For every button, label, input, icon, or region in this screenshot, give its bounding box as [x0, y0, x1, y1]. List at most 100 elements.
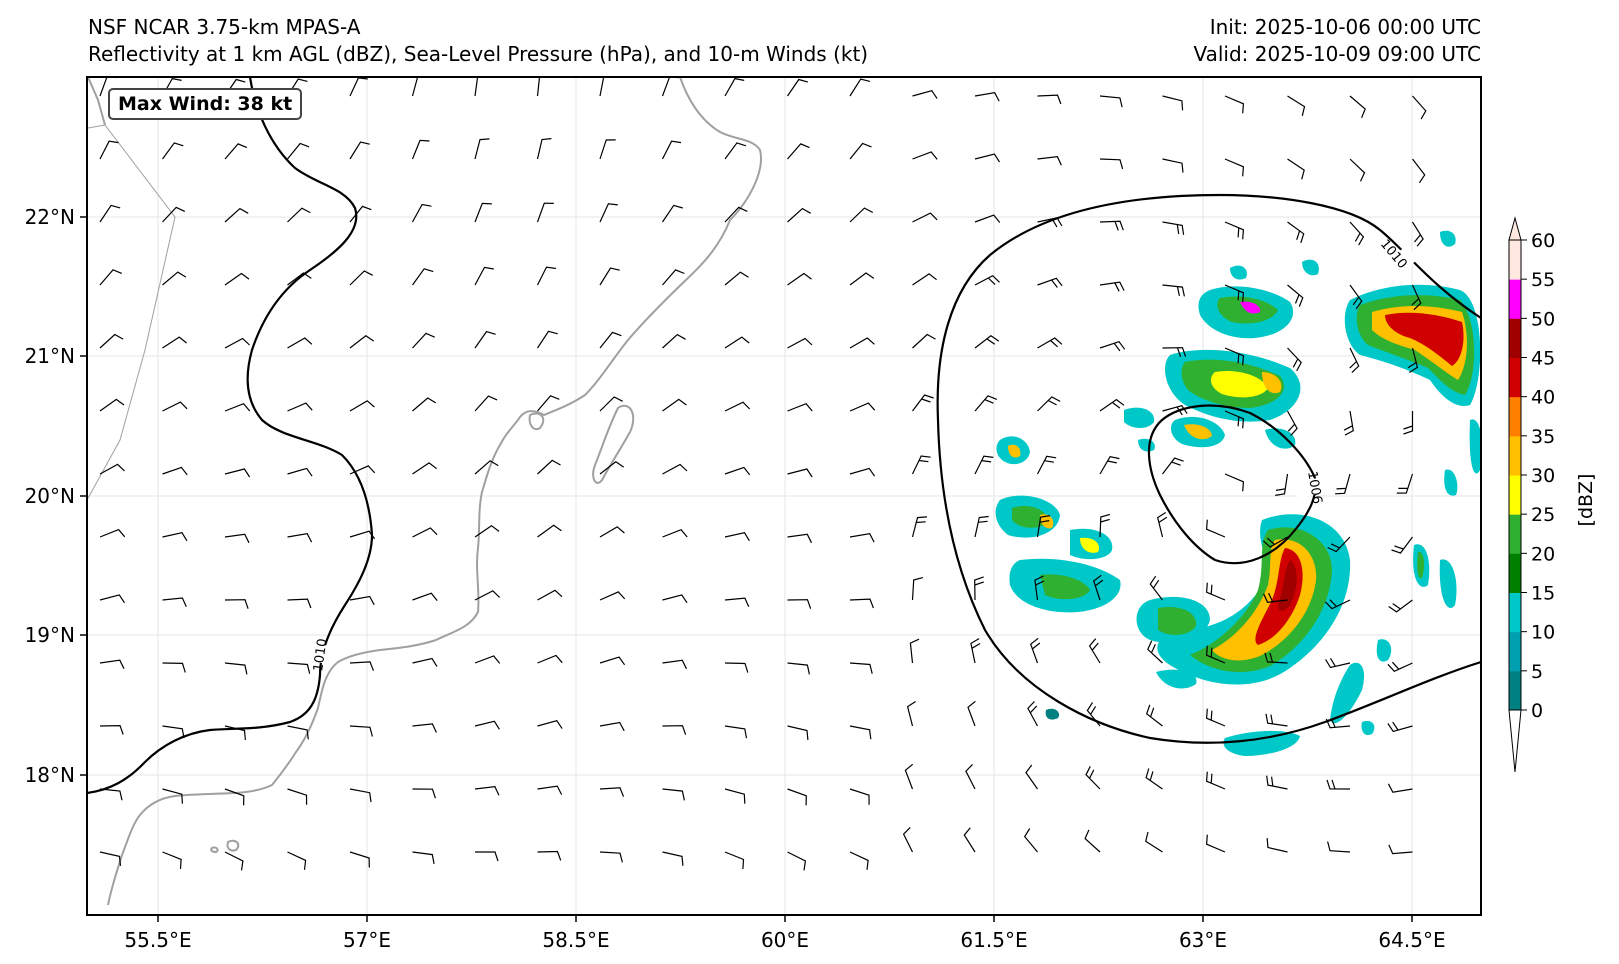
wind-barb [724, 142, 747, 160]
valid-time: Valid: 2025-10-09 09:00 UTC [1193, 42, 1481, 66]
wind-barb [599, 461, 625, 475]
colorbar-tick-label: 0 [1531, 700, 1543, 722]
wind-barb [224, 337, 250, 349]
wind-barb [474, 655, 501, 664]
wind-barb [912, 212, 938, 223]
wind-barb [224, 272, 250, 286]
wind-barb [1162, 347, 1187, 357]
lon-tick-label: 58.5°E [542, 928, 609, 952]
wind-barb [1037, 94, 1062, 105]
wind-barb [974, 92, 1000, 102]
wind-barb [99, 788, 123, 801]
wind-barb [787, 272, 812, 286]
title-line-2: Reflectivity at 1 km AGL (dBZ), Sea-Leve… [88, 42, 869, 66]
max-wind-badge: Max Wind: 38 kt [108, 88, 303, 120]
wind-barb [1084, 829, 1101, 853]
colorbar-extend-top [1508, 216, 1522, 241]
wind-barb [1029, 637, 1041, 664]
wind-barb [162, 271, 187, 286]
wind-barb [287, 402, 313, 412]
colorbar-segment [1509, 240, 1521, 280]
wind-barb [1407, 347, 1419, 374]
border-line [87, 124, 176, 501]
wind-barb [911, 577, 924, 601]
wind-barb [662, 725, 687, 735]
wind-barb [224, 788, 245, 806]
wind-barb [537, 785, 563, 795]
wind-barb [1224, 347, 1245, 366]
wind-barb [849, 598, 874, 609]
wind-barb [974, 335, 1000, 349]
wind-barb [1205, 834, 1226, 853]
wind-barb [474, 266, 494, 286]
wind-barb [349, 270, 373, 286]
wind-barb [787, 468, 813, 478]
wind-barb [224, 533, 250, 544]
wind-barb [1099, 398, 1125, 412]
wind-barb [1388, 844, 1413, 855]
wind-barb [99, 398, 125, 412]
time-info: Init: 2025-10-06 00:00 UTC Valid: 2025-1… [1193, 14, 1481, 68]
wind-barb [287, 851, 307, 870]
wind-barb [412, 332, 435, 349]
wind-barb [1349, 221, 1365, 246]
wind-barb [536, 77, 541, 97]
wind-barb [970, 638, 981, 664]
wind-barb [724, 271, 749, 286]
wind-barb [162, 788, 183, 804]
colorbar: 0 5 10 15 20 25 30 35 40 45 50 55 60 [dBZ] [1508, 216, 1597, 773]
wind-barb [162, 532, 188, 542]
wind-barb [599, 396, 623, 412]
wind-barb [349, 141, 370, 160]
wind-barb [349, 400, 375, 412]
wind-barb [287, 272, 312, 286]
wind-barb [974, 274, 1000, 286]
wind-barb [411, 139, 430, 160]
reflectivity-field [995, 230, 1481, 756]
wind-barb [162, 851, 182, 869]
wind-barb [849, 851, 869, 870]
wind-barb [1325, 657, 1351, 669]
wind-barb [99, 594, 126, 604]
wind-barb [849, 272, 875, 286]
wind-barb [1325, 718, 1351, 729]
wind-barb [724, 597, 750, 608]
wind-barb [974, 455, 994, 475]
wind-barb [537, 395, 560, 412]
wind-barb [1349, 284, 1363, 310]
wind-barb [99, 140, 119, 160]
wind-barb [224, 207, 249, 223]
wind-barb [1205, 519, 1226, 538]
wind-barb [1099, 95, 1123, 108]
wind-barb [1092, 574, 1104, 601]
wind-barb [349, 725, 373, 737]
wind-barb [1162, 158, 1184, 173]
wind-barb [412, 788, 436, 799]
wind-barb [1412, 158, 1426, 184]
wind-barb [349, 661, 375, 671]
colorbar-segment [1509, 357, 1521, 398]
wind-barb [411, 203, 432, 223]
wind-barb [599, 591, 626, 601]
wind-barb [1145, 831, 1163, 853]
axis-ticks [80, 216, 1413, 922]
isobar-label-1006: 1006 [1304, 470, 1325, 505]
wind-barb [912, 273, 937, 286]
wind-barb [787, 725, 809, 740]
wind-barb [599, 787, 625, 797]
wind-barb [1287, 158, 1305, 180]
wind-barb [1262, 536, 1288, 548]
wind-barb [599, 331, 622, 349]
wind-barb [724, 725, 748, 739]
wind-barb [537, 589, 563, 601]
wind-barb [537, 459, 561, 475]
wind-barb [162, 401, 188, 412]
wind-barb [661, 140, 682, 160]
wind-barb [412, 268, 434, 286]
wind-barb [537, 654, 563, 664]
wind-barb [1327, 841, 1351, 853]
wind-barb [224, 725, 246, 740]
wind-barb [902, 826, 914, 853]
wind-barb [1387, 783, 1413, 793]
wind-barb [412, 723, 437, 733]
